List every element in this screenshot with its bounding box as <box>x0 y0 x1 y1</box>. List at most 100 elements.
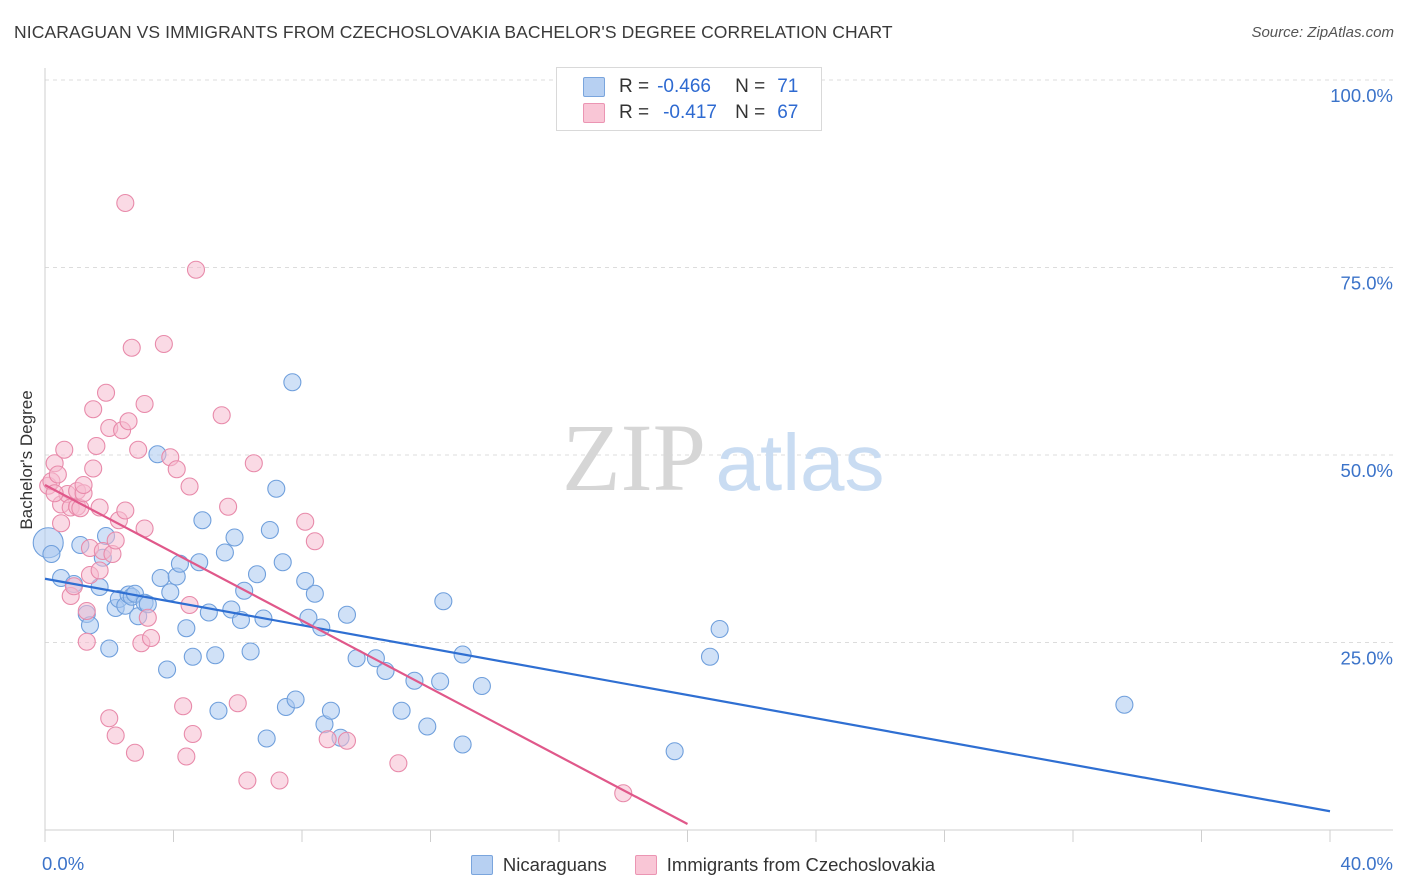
watermark-zip: ZIP <box>562 404 706 511</box>
point-nicaraguans <box>453 735 472 754</box>
data-points <box>32 193 1134 803</box>
point-nicaraguans <box>267 479 286 498</box>
point-czechoslovakia <box>71 499 90 518</box>
series-legend-nicaraguans: Nicaraguans <box>470 854 607 876</box>
point-czechoslovakia <box>116 501 135 520</box>
point-czechoslovakia <box>125 743 144 762</box>
trend-line-nicaraguans <box>44 577 1331 813</box>
point-czechoslovakia <box>244 454 263 473</box>
y-axis-label: Bachelor's Degree <box>17 390 36 530</box>
point-czechoslovakia <box>129 440 148 459</box>
point-nicaraguans <box>225 528 244 547</box>
point-czechoslovakia <box>48 465 67 484</box>
point-nicaraguans <box>392 701 411 720</box>
point-nicaraguans <box>434 592 453 611</box>
x-tick-label: 40.0% <box>1341 853 1393 874</box>
legend-n-value: 71 <box>777 76 799 97</box>
legend-swatch-blue <box>583 77 605 97</box>
point-czechoslovakia <box>138 608 157 627</box>
point-nicaraguans <box>100 639 119 658</box>
point-nicaraguans <box>158 660 177 679</box>
point-czechoslovakia <box>106 531 125 550</box>
point-czechoslovakia <box>52 514 71 533</box>
tick-labels: 25.0% 50.0% 75.0% 100.0% 0.0% 40.0% <box>42 85 1393 874</box>
point-czechoslovakia <box>119 412 138 431</box>
grid-lines <box>45 79 1393 643</box>
point-czechoslovakia <box>84 459 103 478</box>
y-tick-label: 25.0% <box>1341 648 1393 669</box>
series-name: Immigrants from Czechoslovakia <box>666 854 936 875</box>
point-nicaraguans <box>305 584 324 603</box>
point-czechoslovakia <box>141 628 161 648</box>
x-tick-label: 0.0% <box>42 853 84 874</box>
point-czechoslovakia <box>337 731 357 750</box>
point-nicaraguans <box>273 553 292 572</box>
point-czechoslovakia <box>106 726 125 745</box>
chart-source: Source: ZipAtlas.com <box>1251 24 1394 41</box>
point-nicaraguans <box>151 568 170 588</box>
point-nicaraguans <box>710 619 729 639</box>
point-nicaraguans <box>247 565 267 584</box>
series-swatch-pink <box>634 855 657 875</box>
legend-r-label: R = <box>619 76 650 97</box>
point-czechoslovakia <box>238 771 257 790</box>
correlation-legend: R = -0.466 N = 71 R = -0.417 N = 67 <box>556 67 822 131</box>
point-czechoslovakia <box>154 334 173 354</box>
point-nicaraguans <box>1115 695 1134 714</box>
point-nicaraguans <box>283 373 302 392</box>
axes <box>44 68 1393 842</box>
point-czechoslovakia <box>219 497 238 516</box>
legend-n-label: N = <box>735 102 766 123</box>
point-czechoslovakia <box>228 694 247 713</box>
legend-n-label: N = <box>735 76 766 97</box>
y-tick-label: 100.0% <box>1330 85 1393 106</box>
point-nicaraguans <box>431 672 450 691</box>
point-czechoslovakia <box>296 512 315 531</box>
series-legend: Nicaraguans Immigrants from Czechoslovak… <box>0 852 1406 878</box>
legend-r-label: R = <box>619 102 650 123</box>
legend-r-value: -0.466 <box>657 76 711 97</box>
point-nicaraguans <box>206 646 225 665</box>
point-czechoslovakia <box>186 260 206 279</box>
point-nicaraguans <box>665 742 684 761</box>
point-nicaraguans <box>177 619 196 638</box>
point-czechoslovakia <box>389 754 408 773</box>
point-czechoslovakia <box>74 475 93 495</box>
point-czechoslovakia <box>77 601 96 621</box>
point-czechoslovakia <box>64 577 83 596</box>
point-czechoslovakia <box>305 532 324 551</box>
point-nicaraguans <box>241 642 260 661</box>
point-nicaraguans <box>286 690 305 709</box>
series-legend-czechoslovakia: Immigrants from Czechoslovakia <box>634 854 936 876</box>
watermark: ZIP atlas <box>562 404 884 511</box>
point-nicaraguans <box>209 701 228 720</box>
y-tick-label: 75.0% <box>1341 273 1393 294</box>
point-nicaraguans <box>170 554 189 573</box>
point-czechoslovakia <box>100 709 119 728</box>
trend-lines <box>44 484 1331 825</box>
point-czechoslovakia <box>135 394 154 414</box>
point-czechoslovakia <box>180 477 199 496</box>
point-czechoslovakia <box>177 747 196 766</box>
point-czechoslovakia <box>174 697 193 716</box>
point-nicaraguans <box>42 544 61 564</box>
legend-n-value: 67 <box>777 102 799 123</box>
point-czechoslovakia <box>55 440 74 459</box>
point-czechoslovakia <box>167 460 186 479</box>
point-czechoslovakia <box>183 724 202 744</box>
point-nicaraguans <box>296 571 315 591</box>
point-czechoslovakia <box>87 436 106 456</box>
point-nicaraguans <box>418 717 437 736</box>
legend-r-value: -0.417 <box>663 102 717 123</box>
watermark-atlas: atlas <box>716 418 885 507</box>
chart-title: NICARAGUAN VS IMMIGRANTS FROM CZECHOSLOV… <box>14 22 893 42</box>
point-czechoslovakia <box>212 406 231 425</box>
point-czechoslovakia <box>77 632 96 651</box>
trend-line-czechoslovakia <box>44 484 689 825</box>
series-name: Nicaraguans <box>502 854 607 875</box>
point-nicaraguans <box>183 647 202 666</box>
y-tick-label: 50.0% <box>1341 460 1393 481</box>
point-czechoslovakia <box>90 561 109 580</box>
point-nicaraguans <box>700 647 720 666</box>
